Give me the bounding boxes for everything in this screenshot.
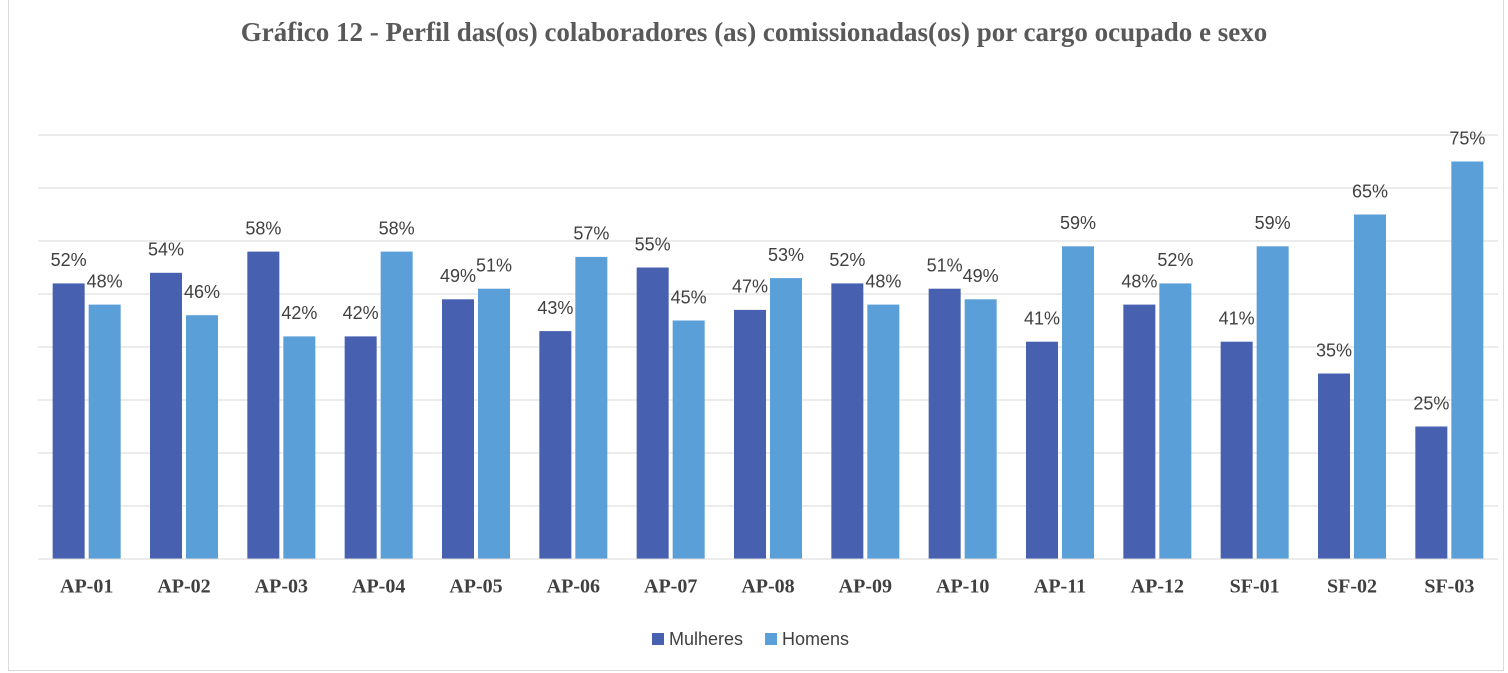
- x-tick-label: AP-03: [255, 576, 308, 598]
- bar: [442, 299, 474, 559]
- value-label: 41%: [1219, 308, 1255, 328]
- value-label: 25%: [1413, 393, 1449, 413]
- value-label: 48%: [1121, 271, 1157, 291]
- value-label: 47%: [732, 277, 768, 297]
- bar: [344, 336, 377, 559]
- value-label: 65%: [1352, 181, 1388, 201]
- value-label: 54%: [148, 240, 184, 260]
- value-label: 48%: [87, 271, 123, 291]
- value-label: 43%: [537, 298, 573, 318]
- x-tick-label: AP-10: [936, 576, 989, 598]
- bar: [1415, 426, 1448, 559]
- x-tick-label: SF-01: [1230, 576, 1280, 598]
- bar: [247, 251, 280, 559]
- bar: [1159, 283, 1192, 559]
- value-label: 51%: [476, 255, 512, 275]
- value-label: 45%: [671, 287, 707, 307]
- bar: [575, 256, 608, 559]
- value-label: 55%: [635, 234, 671, 254]
- value-label: 52%: [1157, 250, 1193, 270]
- x-tick-label: AP-11: [1034, 576, 1086, 598]
- bar: [1451, 161, 1484, 559]
- x-tick-label: AP-01: [60, 576, 113, 598]
- bar: [636, 267, 669, 559]
- bar: [672, 320, 705, 559]
- bar: [150, 272, 182, 559]
- legend-swatch: [765, 633, 778, 645]
- value-label: 53%: [768, 245, 804, 265]
- x-tick-label: AP-09: [839, 576, 892, 598]
- x-tick-label: AP-02: [157, 576, 210, 598]
- value-label: 49%: [440, 266, 476, 286]
- bar: [1062, 246, 1094, 560]
- value-label: 52%: [51, 250, 87, 270]
- x-tick-label: AP-08: [741, 576, 794, 598]
- value-label: 59%: [1255, 213, 1291, 233]
- value-label: 58%: [245, 218, 281, 238]
- value-label: 57%: [573, 224, 609, 244]
- value-label: 49%: [963, 266, 999, 286]
- bar: [88, 304, 121, 559]
- x-tick-label: SF-02: [1327, 576, 1377, 598]
- bar: [831, 283, 864, 559]
- legend-label: Mulheres: [669, 629, 743, 649]
- x-tick-label: SF-03: [1424, 576, 1474, 598]
- legend-swatch: [652, 633, 664, 645]
- bar: [478, 288, 510, 559]
- bar: [52, 283, 85, 559]
- x-tick-label: AP-04: [352, 576, 405, 598]
- chart-title: Gráfico 12 - Perfil das(os) colaboradore…: [240, 17, 1268, 47]
- value-label: 48%: [865, 271, 901, 291]
- value-label: 51%: [927, 255, 963, 275]
- bar: [283, 336, 316, 559]
- bar: [1123, 304, 1156, 559]
- value-label: 59%: [1060, 213, 1096, 233]
- bar: [770, 278, 802, 559]
- bar: [1026, 341, 1058, 559]
- bar: [1220, 341, 1253, 559]
- bar: [964, 299, 997, 559]
- value-label: 58%: [379, 218, 415, 238]
- x-tick-label: AP-07: [644, 576, 697, 598]
- bar: [867, 304, 900, 559]
- bar: [1256, 246, 1289, 560]
- bar: [380, 251, 413, 559]
- value-label: 41%: [1024, 308, 1060, 328]
- bar: [734, 309, 766, 559]
- value-label: 35%: [1316, 340, 1352, 360]
- value-label: 52%: [829, 250, 865, 270]
- value-label: 75%: [1449, 128, 1485, 148]
- value-label: 42%: [343, 303, 379, 323]
- bar: [928, 288, 961, 559]
- x-tick-label: AP-05: [449, 576, 502, 598]
- bar: [1354, 214, 1386, 559]
- bar: [1318, 373, 1350, 559]
- bar: [539, 331, 572, 559]
- value-label: 46%: [184, 282, 220, 302]
- x-tick-label: AP-12: [1131, 576, 1184, 598]
- x-tick-label: AP-06: [547, 576, 600, 598]
- value-label: 42%: [281, 303, 317, 323]
- legend-label: Homens: [782, 629, 849, 649]
- chart-frame: [8, 0, 1504, 671]
- bar: [186, 315, 218, 559]
